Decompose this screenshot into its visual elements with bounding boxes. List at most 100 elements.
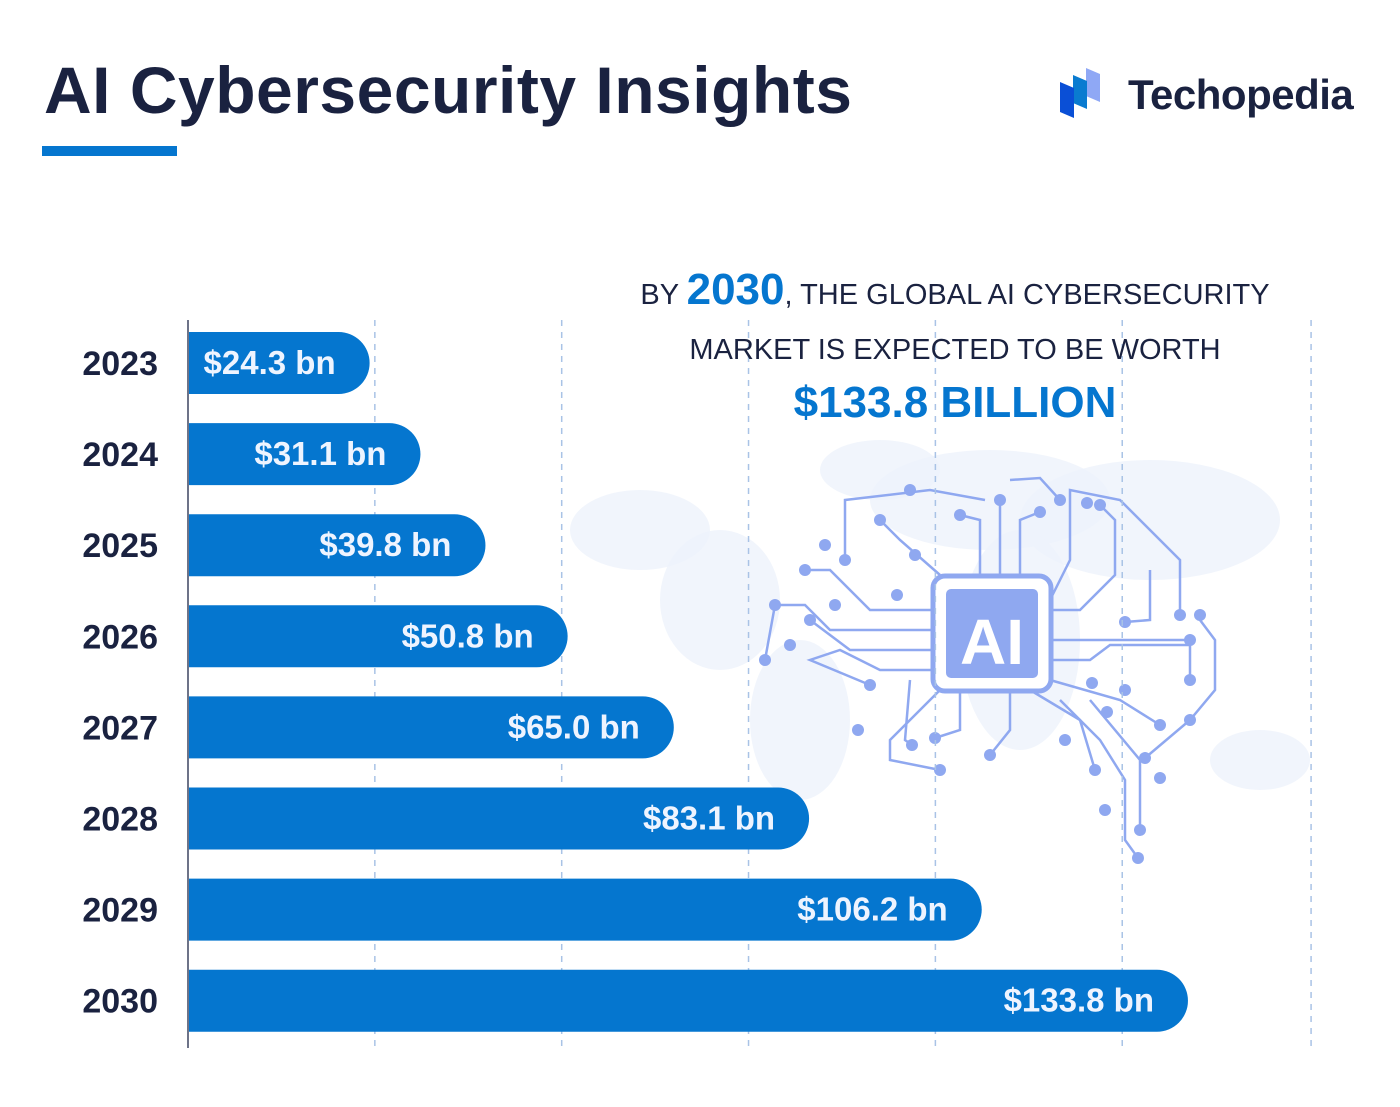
circuit-node bbox=[1081, 497, 1093, 509]
bar-2029 bbox=[189, 878, 982, 941]
circuit-trace bbox=[888, 689, 941, 772]
circuit-trace bbox=[1049, 678, 1161, 727]
bar-2023 bbox=[189, 332, 370, 394]
ai-chip-label: AI bbox=[960, 606, 1024, 678]
circuit-trace bbox=[1009, 476, 1061, 501]
circuit-node bbox=[799, 564, 811, 576]
headline-line2: MARKET IS EXPECTED TO BE WORTH bbox=[689, 334, 1221, 366]
circuit-node bbox=[1094, 499, 1106, 511]
bar-2030 bbox=[189, 969, 1188, 1032]
circuit-node bbox=[1054, 494, 1066, 506]
circuit-node bbox=[954, 509, 966, 521]
data-label: $83.1 bn bbox=[643, 800, 775, 837]
brand-name: Techopedia bbox=[1128, 71, 1354, 118]
category-label: 2025 bbox=[82, 527, 158, 565]
circuit-node bbox=[804, 614, 816, 626]
ai-chip bbox=[946, 589, 1038, 678]
circuit-node bbox=[1089, 764, 1101, 776]
circuit-trace bbox=[1124, 570, 1152, 624]
circuit-node bbox=[1134, 824, 1146, 836]
headline-prefix: BY bbox=[640, 279, 687, 311]
data-label: $65.0 bn bbox=[508, 708, 640, 745]
circuit-node bbox=[1154, 719, 1166, 731]
circuit-node bbox=[759, 654, 771, 666]
title-underline bbox=[42, 146, 177, 156]
circuit-node bbox=[984, 749, 996, 761]
data-label: $31.1 bn bbox=[254, 435, 386, 472]
circuit-node bbox=[1132, 852, 1144, 864]
category-label: 2029 bbox=[82, 892, 158, 930]
circuit-trace bbox=[843, 488, 986, 560]
circuit-node bbox=[1059, 734, 1071, 746]
circuit-node bbox=[784, 639, 796, 651]
circuit-node bbox=[934, 764, 946, 776]
bar-2024 bbox=[189, 423, 421, 486]
headline: BY 2030, THE GLOBAL AI CYBERSECURITY MAR… bbox=[590, 262, 1320, 428]
category-label: 2024 bbox=[82, 436, 158, 474]
data-label: $106.2 bn bbox=[797, 891, 947, 928]
world-map-shape bbox=[1020, 460, 1280, 580]
circuit-node bbox=[864, 679, 876, 691]
circuit-node bbox=[929, 732, 941, 744]
circuit-node bbox=[1099, 804, 1111, 816]
circuit-node bbox=[1154, 772, 1166, 784]
circuit-node bbox=[769, 599, 781, 611]
category-label: 2027 bbox=[82, 709, 158, 747]
circuit-node bbox=[1119, 684, 1131, 696]
circuit-trace bbox=[1048, 488, 1182, 615]
circuit-node bbox=[1119, 616, 1131, 628]
headline-value: $133.8 BILLION bbox=[793, 378, 1117, 427]
circuit-trace bbox=[1018, 510, 1041, 575]
techopedia-logo-icon bbox=[1060, 68, 1100, 118]
bar-2025 bbox=[189, 514, 486, 577]
category-label: 2023 bbox=[82, 345, 158, 383]
bar-2027 bbox=[189, 696, 674, 759]
circuit-node bbox=[904, 484, 916, 496]
brand-logo: Techopedia bbox=[1058, 68, 1354, 122]
circuit-node bbox=[1101, 706, 1113, 718]
circuit-node bbox=[1194, 609, 1206, 621]
bar-2028 bbox=[189, 787, 810, 850]
circuit-node bbox=[891, 589, 903, 601]
circuit-trace bbox=[959, 513, 982, 575]
page-title: AI Cybersecurity Insights bbox=[44, 53, 853, 127]
headline-year: 2030 bbox=[686, 265, 785, 314]
data-label: $50.8 bn bbox=[402, 617, 534, 654]
circuit-node bbox=[819, 539, 831, 551]
circuit-node bbox=[874, 514, 886, 526]
circuit-node bbox=[906, 739, 918, 751]
circuit-node bbox=[852, 724, 864, 736]
headline-line1: , THE GLOBAL AI CYBERSECURITY bbox=[784, 279, 1270, 311]
circuit-trace bbox=[806, 648, 935, 687]
circuit-node bbox=[1184, 674, 1196, 686]
circuit-trace bbox=[763, 603, 935, 661]
data-label: $133.8 bn bbox=[1004, 982, 1154, 1019]
data-label: $24.3 bn bbox=[204, 344, 336, 381]
circuit-node bbox=[1174, 609, 1186, 621]
circuit-trace bbox=[1050, 643, 1192, 680]
circuit-node bbox=[1139, 752, 1151, 764]
circuit-trace bbox=[1059, 699, 1140, 859]
category-label: 2028 bbox=[82, 801, 158, 839]
world-map-shape bbox=[570, 490, 710, 570]
circuit-trace bbox=[879, 519, 941, 576]
circuit-node bbox=[1184, 714, 1196, 726]
circuit-trace bbox=[934, 690, 962, 740]
circuit-node bbox=[1086, 677, 1098, 689]
circuit-trace bbox=[805, 568, 935, 612]
circuit-node bbox=[839, 554, 851, 566]
data-label: $39.8 bn bbox=[319, 526, 451, 563]
circuit-trace bbox=[903, 679, 913, 747]
circuit-trace bbox=[809, 619, 935, 652]
world-map-shape bbox=[1210, 730, 1310, 790]
category-label: 2030 bbox=[82, 983, 158, 1021]
circuit-trace bbox=[1144, 619, 1217, 759]
bar-2026 bbox=[189, 605, 568, 668]
circuit-node bbox=[1184, 634, 1196, 646]
ai-circuit-illustration: AI bbox=[570, 440, 1310, 864]
circuit-node bbox=[994, 494, 1006, 506]
circuit-node bbox=[829, 599, 841, 611]
world-map-shape bbox=[750, 640, 850, 800]
circuit-trace bbox=[1050, 504, 1117, 612]
